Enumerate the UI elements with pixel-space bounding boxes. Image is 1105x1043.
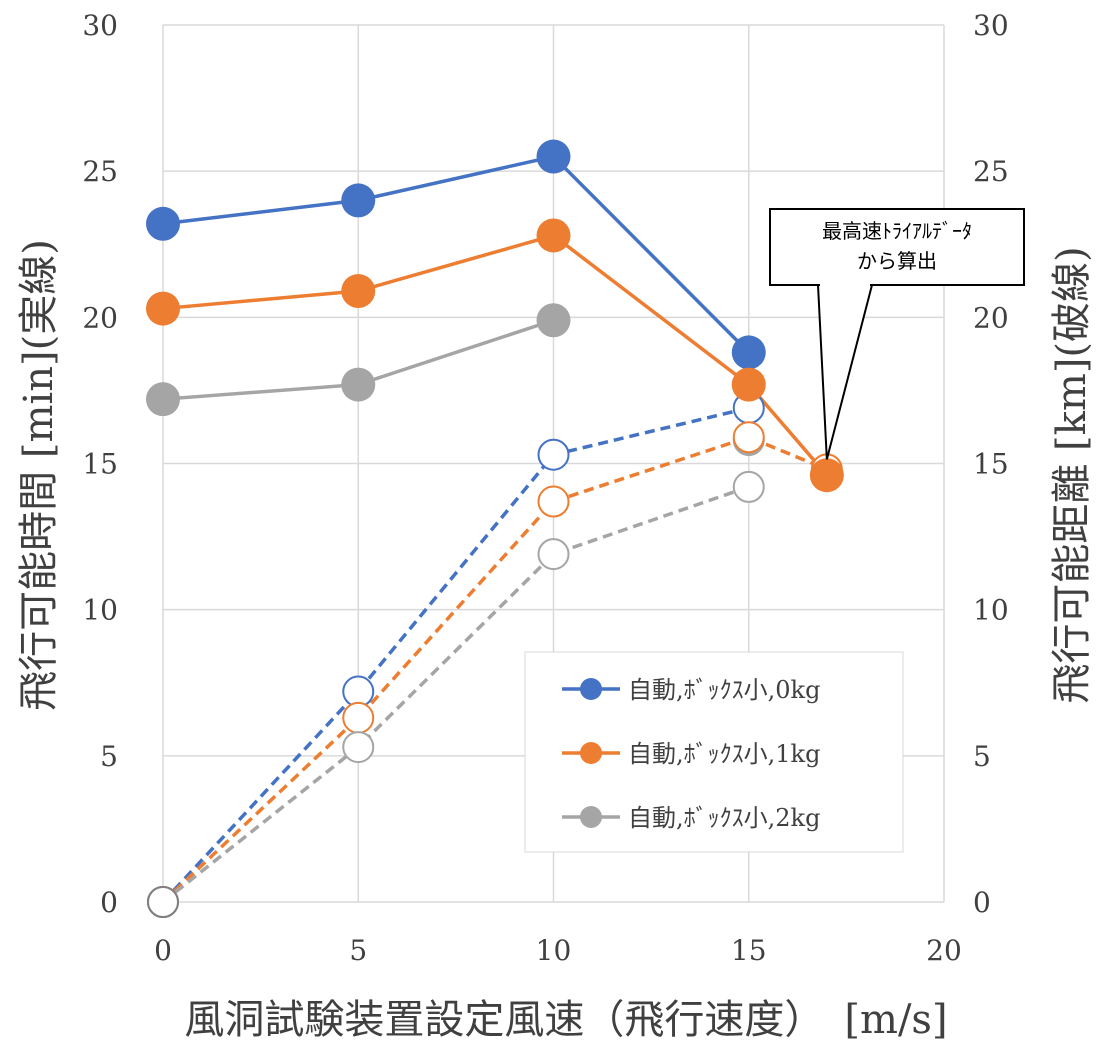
y-tick-label-left: 15 [82, 448, 118, 481]
y-tick-label-right: 5 [973, 740, 991, 773]
y-tick-label-left: 10 [82, 594, 118, 627]
data-point [341, 367, 376, 402]
data-point-open [537, 538, 570, 571]
x-tick-label: 5 [349, 934, 367, 967]
callout-pointer [816, 284, 874, 460]
legend-label: 自動,ﾎﾞｯｸｽ小,0kg [628, 676, 820, 704]
series-line-dashed [161, 435, 828, 904]
legend-label: 自動,ﾎﾞｯｸｽ小,2kg [628, 804, 820, 832]
series-line [162, 233, 829, 477]
x-tick-label: 15 [731, 934, 767, 967]
x-tick-label: 20 [926, 934, 962, 967]
y-axis-title-right: 飛行可能距離 [km](破線) [1049, 246, 1095, 703]
series-line-dashed [161, 406, 750, 904]
series-line [162, 154, 750, 354]
x-tick-label: 0 [154, 934, 172, 967]
callout-text: 最高速ﾄﾗｲｱﾙﾃﾞｰﾀ [822, 219, 972, 243]
y-tick-label-left: 5 [100, 740, 118, 773]
y-tick-label-left: 0 [100, 886, 118, 919]
data-point-open [147, 886, 179, 918]
callout-text: から算出 [857, 249, 937, 273]
data-point [731, 367, 766, 402]
y-tick-label-right: 30 [973, 9, 1009, 42]
data-point [146, 382, 180, 417]
x-axis-title: 風洞試験装置設定風速（飛行速度） [m/s] [184, 997, 947, 1043]
data-point [341, 183, 376, 218]
y-axis-title-left: 飛行可能時間 [min](実線) [16, 239, 62, 711]
legend-marker [580, 742, 602, 764]
x-tick-label: 10 [536, 934, 572, 967]
y-tick-label-left: 20 [82, 301, 118, 334]
tick-labels: 0 5 10 15 20 25 30 0 5 10 15 20 25 30 0 5 10 15 20 [82, 9, 1008, 967]
data-point [536, 139, 571, 174]
legend-marker [580, 678, 602, 700]
y-tick-label-right: 25 [973, 155, 1009, 188]
data-point [809, 458, 844, 493]
y-tick-label-right: 20 [973, 301, 1009, 334]
data-point [146, 291, 180, 326]
data-point-open [537, 438, 570, 471]
y-tick-label-right: 10 [973, 594, 1009, 627]
data-point-open [537, 485, 570, 518]
data-point [341, 274, 376, 309]
y-tick-label-left: 25 [82, 155, 118, 188]
legend: 自動,ﾎﾞｯｸｽ小,0kg 自動,ﾎﾞｯｸｽ小,1kg 自動,ﾎﾞｯｸｽ小,2kg [524, 651, 904, 853]
data-point-open [732, 470, 765, 503]
data-point-open [342, 701, 375, 734]
callout: 最高速ﾄﾗｲｱﾙﾃﾞｰﾀ から算出 [769, 208, 1025, 460]
data-point-open [342, 731, 375, 764]
legend-marker [580, 806, 602, 828]
legend-label: 自動,ﾎﾞｯｸｽ小,1kg [628, 740, 820, 768]
y-tick-label-right: 15 [973, 448, 1009, 481]
data-series [146, 139, 844, 918]
data-point-open [732, 421, 765, 454]
callout-box [769, 208, 1025, 286]
y-tick-label-right: 0 [973, 886, 991, 919]
y-tick-label-left: 30 [82, 9, 118, 42]
data-point [536, 218, 571, 253]
data-point [536, 303, 571, 338]
data-point [731, 335, 766, 370]
data-point [146, 206, 180, 241]
series-line-dashed [161, 485, 750, 904]
